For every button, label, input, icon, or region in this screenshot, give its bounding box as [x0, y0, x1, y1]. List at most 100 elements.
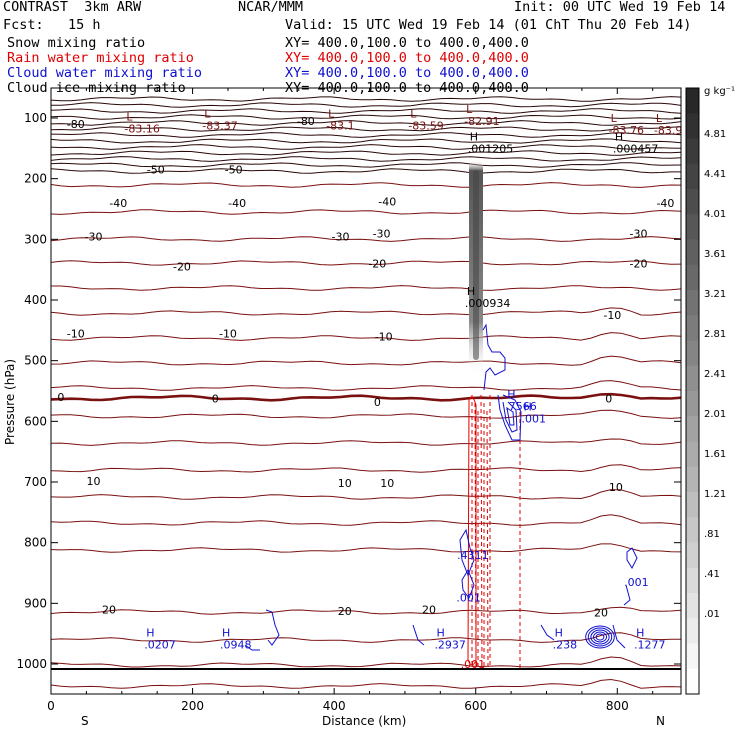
cloud-water-contour — [612, 624, 626, 649]
isotherm-line — [50, 138, 682, 144]
low-marker: L — [410, 107, 417, 120]
cloud-water-contour — [244, 644, 260, 651]
isotherm-line — [51, 285, 682, 291]
colorbar-swatch — [686, 618, 699, 644]
temperature-label: -20 — [630, 258, 648, 271]
isotherm-line — [50, 236, 682, 242]
temperature-label: -20 — [173, 261, 191, 274]
colorbar-tick-label: 3.61 — [704, 249, 726, 260]
isotherm-line — [50, 380, 682, 391]
isotherm-line — [50, 96, 682, 102]
x-tick-label: 0 — [47, 699, 55, 713]
colorbar-swatch — [686, 340, 699, 367]
colorbar-swatch — [686, 163, 699, 190]
colorbar-swatch — [686, 542, 699, 569]
colorbar-swatch — [686, 88, 699, 114]
cloud-water-contour — [497, 394, 522, 441]
colorbar-tick-label: .01 — [704, 609, 720, 620]
isotherm-line — [50, 438, 682, 446]
colorbar-tick-label: 1.61 — [704, 449, 726, 460]
init-time: Init: 00 UTC Wed 19 Feb 14 — [514, 0, 726, 15]
cloud-water-contour — [590, 629, 610, 645]
isotherm-line — [50, 489, 682, 500]
colorbar-tick-label: 4.01 — [704, 209, 726, 220]
isotherm-line — [50, 606, 682, 615]
x-tick-label: 800 — [606, 699, 629, 713]
high-marker: H — [470, 130, 478, 143]
temperature-label: -80 — [67, 118, 85, 131]
isotherm-line — [50, 656, 682, 668]
low-marker: L — [611, 112, 618, 125]
high-marker: H — [146, 627, 154, 640]
isotherm-line — [50, 150, 682, 156]
temperature-label: -80 — [297, 115, 315, 128]
temperature-label: -40 — [228, 197, 246, 210]
temperature-label: 0 — [605, 392, 612, 405]
colorbar-swatch — [686, 138, 699, 165]
rain-contour — [480, 394, 483, 669]
cloud-water-contour — [461, 568, 475, 600]
colorbar-swatch — [686, 593, 699, 619]
isotherm-line — [50, 409, 682, 419]
temperature-label: 0 — [212, 392, 219, 405]
isotherm-line — [50, 120, 682, 126]
isotherm-line — [50, 108, 682, 114]
y-tick-label: 900 — [24, 596, 47, 610]
colorbar-tick-label: 2.41 — [704, 369, 726, 380]
cloud-water-contour — [585, 625, 615, 649]
y-tick-label: 300 — [24, 232, 47, 246]
plot-frame — [50, 87, 682, 695]
temperature-label: -10 — [67, 327, 85, 340]
isotherm-line — [50, 260, 682, 266]
extremum-value: .238 — [553, 639, 578, 652]
cloud-water-contour — [482, 323, 506, 391]
temperature-label: -30 — [84, 230, 102, 243]
y-axis-title: Pressure (hPa) — [3, 359, 17, 445]
y-tick-label: 100 — [24, 111, 47, 125]
cloud-water-contour — [459, 528, 475, 577]
field-snow-name: Snow mixing ratio — [7, 35, 146, 51]
temperature-label: 10 — [338, 477, 352, 490]
colorbar-unit: g kg⁻¹ — [704, 86, 735, 97]
y-tick-label: 600 — [24, 414, 47, 428]
temperature-label: 20 — [422, 603, 436, 616]
low-marker: L — [656, 112, 663, 125]
colorbar-swatch — [686, 441, 699, 468]
temperature-label: -50 — [147, 164, 165, 177]
isotherm-line — [50, 392, 682, 402]
temperature-label: -10 — [375, 330, 393, 343]
extremum-value: .1277 — [634, 639, 666, 652]
high-marker: H — [636, 627, 644, 640]
field-rain-name: Rain water mixing ratio — [7, 50, 194, 66]
field-cloudwater-name: Cloud water mixing ratio — [7, 65, 203, 81]
isotherm-line — [50, 156, 682, 162]
contour-value-label: .001 — [456, 591, 481, 604]
isotherm-line — [50, 464, 682, 473]
cloud-water-contour — [502, 401, 518, 433]
extremum-value: -83.16 — [124, 122, 159, 135]
x-tick-label: 600 — [464, 699, 487, 713]
high-marker: H — [222, 627, 230, 640]
colorbar-swatch — [686, 239, 699, 266]
high-marker: H — [436, 627, 444, 640]
colorbar-swatch — [686, 264, 699, 291]
cloud-water-contour — [623, 584, 631, 606]
isotherm-line — [50, 355, 682, 366]
extremum-value: -83.9 — [654, 124, 682, 137]
colorbar-swatch — [686, 567, 699, 594]
isotherm-line — [50, 182, 682, 188]
temperature-label: -10 — [219, 327, 237, 340]
isotherm-line — [50, 678, 682, 689]
colorbar-swatch — [686, 416, 699, 442]
colorbar-swatch — [686, 113, 699, 139]
high-marker: H — [615, 130, 623, 143]
extremum-value: -83.1 — [326, 119, 354, 132]
colorbar-tick-label: 4.41 — [704, 169, 726, 180]
isotherm-line — [50, 162, 682, 168]
south-label: S — [81, 714, 89, 728]
isotherm-line — [50, 114, 682, 120]
temperature-label: -40 — [378, 196, 396, 209]
extremum-value: -83.76 — [609, 124, 644, 137]
colorbar-tick-label: 2.81 — [704, 329, 726, 340]
